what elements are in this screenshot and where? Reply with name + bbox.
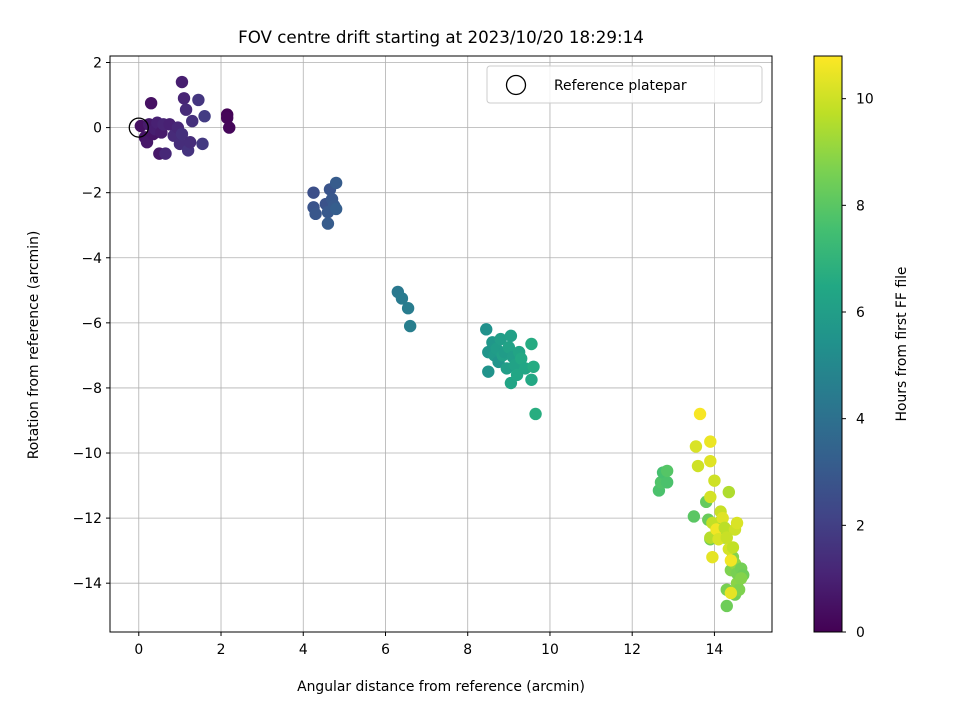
x-tick-label-5: 10 [541, 642, 559, 658]
data-point-17 [175, 127, 189, 141]
x-tick-label-6: 12 [623, 642, 641, 658]
plot-frame [109, 55, 773, 633]
data-point-107 [722, 485, 736, 499]
colorbar-tick-label-2: 4 [856, 412, 865, 428]
x-tick-label-2: 4 [299, 642, 308, 658]
y-tick-label-6: −10 [73, 446, 102, 462]
data-point-109 [724, 554, 738, 567]
colorbar-tick-label-4: 8 [856, 198, 865, 214]
data-point-114 [720, 531, 733, 544]
data-point-42 [401, 302, 415, 315]
data-point-66 [527, 360, 540, 373]
data-point-29 [307, 186, 320, 199]
x-tick-label-7: 14 [706, 642, 724, 658]
data-point-72 [660, 464, 674, 478]
y-tick-label-5: −8 [82, 381, 102, 397]
colorbar-label: Hours from first FF file [894, 267, 910, 422]
data-point-28 [220, 111, 234, 125]
x-tick-label-3: 6 [381, 642, 390, 658]
x-axis-ticks: 0 2 4 6 8 10 12 14 [134, 632, 723, 658]
y-axis-label: Rotation from reference (arcmin) [26, 231, 42, 460]
data-point-73 [687, 510, 701, 523]
data-point-92 [689, 440, 703, 453]
data-point-67 [529, 407, 542, 421]
data-point-95 [704, 435, 717, 448]
data-point-46 [482, 365, 495, 378]
data-point-55 [502, 341, 516, 354]
x-tick-label-4: 8 [463, 642, 472, 658]
legend-label-reference: Reference platepar [554, 78, 687, 94]
data-point-110 [724, 586, 738, 600]
data-point-80 [720, 599, 733, 613]
legend: Reference platepar [486, 65, 763, 104]
legend-box [486, 65, 763, 104]
data-point-64 [525, 337, 538, 351]
data-point-111 [726, 541, 740, 554]
y-tick-label-1: 0 [93, 121, 102, 137]
data-point-22 [186, 114, 199, 128]
y-tick-label-0: 2 [93, 56, 102, 72]
data-point-91 [734, 572, 748, 585]
data-point-65 [525, 373, 538, 386]
legend-reference-marker [505, 74, 527, 96]
colorbar-tick-label-1: 2 [856, 518, 865, 534]
reference-platepar-marker [128, 117, 149, 138]
data-point-34 [321, 217, 335, 230]
data-point-16 [175, 75, 189, 89]
colorbar-tick-label-0: 0 [856, 625, 865, 641]
data-point-96 [704, 454, 717, 468]
data-point-97 [704, 490, 717, 504]
data-point-43 [403, 319, 417, 333]
y-axis-ticks: 2 0 −2 −4 −6 −8 −10 −12 −14 [73, 56, 110, 592]
data-point-93 [691, 459, 705, 473]
data-point-94 [693, 407, 707, 421]
data-point-41 [395, 292, 409, 305]
data-point-31 [309, 207, 322, 221]
data-point-71 [660, 476, 674, 489]
colorbar-ticks: 0 2 4 6 8 10 [842, 92, 874, 641]
data-point-25 [198, 110, 211, 123]
colorbar-tick-label-5: 10 [856, 92, 874, 108]
data-point-113 [730, 516, 744, 530]
chart-title: FOV centre drift starting at 2023/10/20 … [238, 27, 644, 47]
data-point-101 [708, 474, 721, 487]
data-point-62 [514, 352, 528, 365]
data-point-18 [177, 92, 191, 105]
data-point-44 [480, 323, 493, 336]
y-tick-label-3: −4 [82, 251, 103, 267]
x-tick-label-1: 2 [217, 642, 226, 658]
y-tick-label-8: −14 [73, 576, 102, 592]
data-point-51 [494, 332, 507, 346]
data-point-24 [196, 137, 209, 151]
data-point-4 [144, 96, 158, 110]
colorbar [813, 55, 843, 633]
data-point-21 [183, 136, 197, 149]
y-tick-label-7: −12 [73, 511, 102, 527]
data-point-39 [329, 202, 343, 216]
data-point-19 [179, 103, 193, 116]
reference-marker [128, 117, 149, 138]
x-tick-label-0: 0 [134, 642, 143, 658]
x-axis-label: Angular distance from reference (arcmin) [297, 679, 585, 695]
data-point-38 [329, 176, 343, 190]
data-point-23 [192, 93, 205, 107]
data-point-27 [223, 121, 236, 134]
data-point-100 [706, 550, 719, 564]
data-point-105 [716, 511, 729, 525]
grid-lines [110, 56, 772, 632]
data-point-56 [504, 329, 518, 343]
data-points [134, 75, 750, 613]
colorbar-tick-label-3: 6 [856, 305, 865, 321]
data-point-106 [718, 521, 731, 535]
y-tick-label-4: −6 [82, 316, 102, 332]
data-point-11 [159, 147, 172, 160]
y-tick-label-2: −2 [82, 186, 102, 202]
